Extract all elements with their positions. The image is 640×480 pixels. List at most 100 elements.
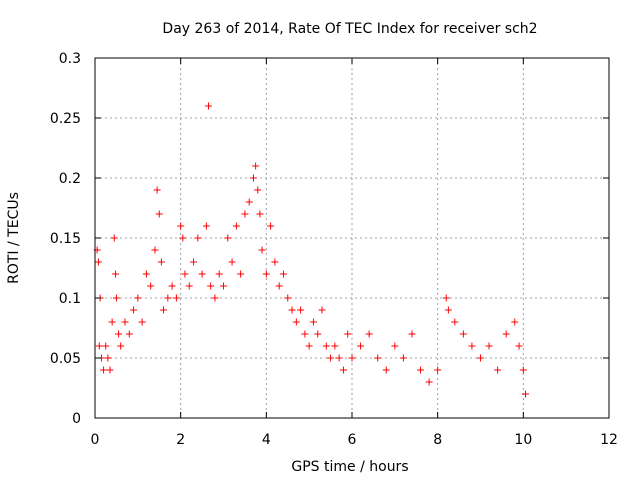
data-point bbox=[241, 210, 249, 218]
data-point bbox=[125, 330, 133, 338]
data-point bbox=[502, 330, 510, 338]
y-tick-label: 0.05 bbox=[50, 351, 81, 367]
data-point bbox=[102, 342, 110, 350]
data-point bbox=[228, 258, 236, 266]
data-point bbox=[95, 342, 103, 350]
data-point bbox=[112, 270, 120, 278]
data-point bbox=[155, 210, 163, 218]
data-point bbox=[318, 306, 326, 314]
data-point bbox=[249, 174, 257, 182]
data-point bbox=[190, 258, 198, 266]
data-point bbox=[115, 330, 123, 338]
data-point bbox=[220, 282, 227, 290]
data-point bbox=[181, 270, 189, 278]
data-point bbox=[434, 366, 442, 374]
data-point bbox=[151, 246, 159, 254]
x-tick-label: 12 bbox=[600, 432, 618, 448]
data-point bbox=[110, 234, 118, 242]
data-point bbox=[211, 294, 219, 302]
data-point bbox=[459, 330, 467, 338]
data-point bbox=[485, 342, 493, 350]
data-point bbox=[185, 282, 193, 290]
data-point bbox=[297, 306, 305, 314]
data-point bbox=[258, 246, 266, 254]
data-point bbox=[172, 294, 180, 302]
data-point bbox=[232, 222, 240, 230]
data-point bbox=[284, 294, 292, 302]
data-point bbox=[104, 354, 112, 362]
data-point bbox=[314, 330, 322, 338]
data-point bbox=[399, 354, 407, 362]
x-tick-label: 8 bbox=[433, 432, 442, 448]
data-point bbox=[309, 318, 317, 326]
data-point bbox=[117, 342, 125, 350]
data-point bbox=[408, 330, 416, 338]
y-tick-label: 0.3 bbox=[59, 51, 81, 67]
data-point bbox=[112, 294, 120, 302]
data-point bbox=[198, 270, 206, 278]
x-tick-label: 10 bbox=[514, 432, 532, 448]
x-axis-label: GPS time / hours bbox=[291, 459, 408, 475]
y-tick-label: 0.1 bbox=[59, 291, 81, 307]
data-point bbox=[335, 354, 343, 362]
data-point bbox=[301, 330, 309, 338]
data-point bbox=[267, 222, 275, 230]
data-point bbox=[288, 306, 296, 314]
data-point bbox=[215, 270, 223, 278]
x-tick-label: 0 bbox=[91, 432, 100, 448]
y-axis-label: ROTI / TECUs bbox=[6, 192, 22, 284]
data-point bbox=[147, 282, 155, 290]
data-point bbox=[521, 390, 529, 398]
data-point bbox=[168, 282, 176, 290]
data-point bbox=[142, 270, 150, 278]
data-point bbox=[202, 222, 210, 230]
x-tick-label: 2 bbox=[176, 432, 185, 448]
chart-title: Day 263 of 2014, Rate Of TEC Index for r… bbox=[162, 21, 537, 37]
data-point bbox=[100, 366, 108, 374]
data-point bbox=[262, 270, 270, 278]
data-point bbox=[365, 330, 373, 338]
data-point bbox=[194, 234, 202, 242]
data-point bbox=[237, 270, 245, 278]
data-point bbox=[322, 342, 330, 350]
data-point bbox=[275, 282, 283, 290]
x-tick-label: 6 bbox=[348, 432, 357, 448]
data-point bbox=[254, 186, 262, 194]
y-tick-label: 0.15 bbox=[50, 231, 81, 247]
data-point bbox=[134, 294, 142, 302]
data-point bbox=[164, 294, 172, 302]
data-point bbox=[331, 342, 339, 350]
data-point bbox=[305, 342, 313, 350]
data-point bbox=[153, 186, 161, 194]
data-point bbox=[292, 318, 300, 326]
data-point bbox=[106, 366, 114, 374]
data-point bbox=[444, 306, 452, 314]
data-point bbox=[130, 306, 138, 314]
data-point bbox=[425, 378, 433, 386]
data-point bbox=[451, 318, 459, 326]
y-tick-label: 0 bbox=[72, 411, 81, 427]
data-point bbox=[207, 282, 215, 290]
data-point bbox=[477, 354, 484, 362]
data-point bbox=[177, 222, 185, 230]
data-point bbox=[468, 342, 476, 350]
data-point bbox=[442, 294, 450, 302]
data-point bbox=[494, 366, 502, 374]
data-point bbox=[382, 366, 390, 374]
data-point bbox=[256, 210, 264, 218]
data-point bbox=[417, 366, 425, 374]
data-point bbox=[515, 342, 523, 350]
data-point bbox=[344, 330, 352, 338]
data-point bbox=[519, 366, 527, 374]
data-point bbox=[271, 258, 279, 266]
data-point bbox=[179, 234, 187, 242]
data-point bbox=[160, 306, 168, 314]
y-tick-label: 0.2 bbox=[59, 171, 81, 187]
data-point bbox=[511, 318, 519, 326]
data-point bbox=[157, 258, 165, 266]
data-point bbox=[327, 354, 335, 362]
data-point bbox=[108, 318, 116, 326]
data-point bbox=[374, 354, 382, 362]
